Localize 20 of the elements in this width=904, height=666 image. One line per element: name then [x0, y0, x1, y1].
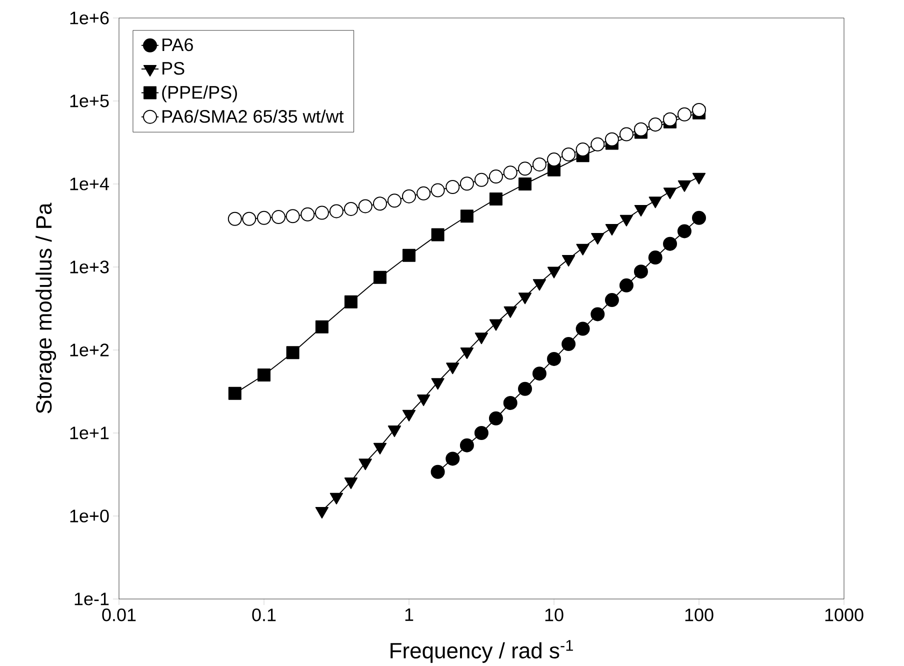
legend-label: PA6/SMA2 65/35 wt/wt [162, 109, 344, 123]
y-tick-label: 1e+4 [70, 178, 109, 190]
x-tick-label: 0.1 [252, 608, 276, 622]
x-tick-label: 1000 [825, 608, 864, 622]
y-tick-label: 1e+0 [70, 510, 109, 522]
x-axis-title: Frequency / rad s$^{-1}$ [390, 640, 573, 663]
legend-label: PA6 [162, 38, 193, 52]
y-tick-label: 1e+5 [70, 94, 109, 108]
x-tick-label: 0.01 [102, 608, 136, 622]
y-tick-label: 1e+3 [70, 260, 109, 274]
y-tick-label: 1e-1 [74, 592, 109, 606]
x-tick-label: 10 [545, 608, 564, 622]
x-tick-label: 100 [685, 608, 714, 622]
y-tick-label: 1e+1 [70, 426, 109, 440]
y-tick-label: 1e+2 [70, 344, 109, 356]
y-axis-title: Storage modulus / Pa [36, 202, 56, 414]
legend-label: (PPE/PS) [162, 85, 237, 102]
x-tick-label: 1 [405, 608, 414, 621]
legend-label: PS [162, 62, 184, 75]
y-tick-label: 1e+6 [70, 12, 109, 24]
